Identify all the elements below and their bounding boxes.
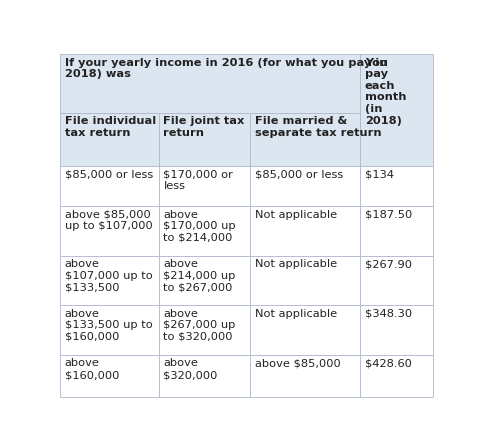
Bar [250,306,360,355]
Text: $267.90: $267.90 [364,259,411,269]
Bar [158,206,250,256]
Bar [250,355,360,397]
Bar [250,206,360,256]
Bar [250,113,360,166]
Text: $170,000 or
less: $170,000 or less [163,169,233,191]
Text: Not applicable: Not applicable [254,210,336,219]
Text: above $85,000: above $85,000 [254,359,340,368]
Text: File married &
separate tax return: File married & separate tax return [254,116,381,138]
Bar [60,355,158,397]
Text: above
$107,000 up to
$133,500: above $107,000 up to $133,500 [64,259,152,293]
Text: above
$267,000 up
to $320,000: above $267,000 up to $320,000 [163,309,235,342]
Text: $85,000 or less: $85,000 or less [64,169,153,180]
Text: If your yearly income in 2016 (for what you pay in
2018) was: If your yearly income in 2016 (for what … [64,58,386,79]
Text: Not applicable: Not applicable [254,259,336,269]
Text: above
$133,500 up to
$160,000: above $133,500 up to $160,000 [64,309,152,342]
Bar [158,256,250,306]
Bar [158,113,250,166]
Bar [60,113,158,166]
Text: $428.60: $428.60 [364,359,411,368]
Text: Not applicable: Not applicable [254,309,336,319]
Text: above
$170,000 up
to $214,000: above $170,000 up to $214,000 [163,210,236,243]
Bar [250,166,360,206]
Bar [360,355,432,397]
Text: $348.30: $348.30 [364,309,411,319]
Text: File individual
tax return: File individual tax return [64,116,156,138]
Text: above
$214,000 up
to $267,000: above $214,000 up to $267,000 [163,259,235,293]
Bar [360,54,432,166]
Bar [60,256,158,306]
Bar [158,166,250,206]
Bar [360,306,432,355]
Bar [360,256,432,306]
Bar [158,306,250,355]
Text: above $85,000
up to $107,000: above $85,000 up to $107,000 [64,210,152,231]
Text: You
pay
each
month
(in
2018): You pay each month (in 2018) [364,58,405,126]
Text: above
$320,000: above $320,000 [163,359,217,380]
Text: $134: $134 [364,169,393,180]
Bar [60,306,158,355]
Text: $187.50: $187.50 [364,210,411,219]
Bar [60,166,158,206]
Text: above
$160,000: above $160,000 [64,359,119,380]
Bar [360,166,432,206]
Text: $85,000 or less: $85,000 or less [254,169,342,180]
Bar [250,256,360,306]
Bar [158,355,250,397]
Text: File joint tax
return: File joint tax return [163,116,244,138]
Bar [60,206,158,256]
Bar [360,206,432,256]
Bar [60,54,360,113]
